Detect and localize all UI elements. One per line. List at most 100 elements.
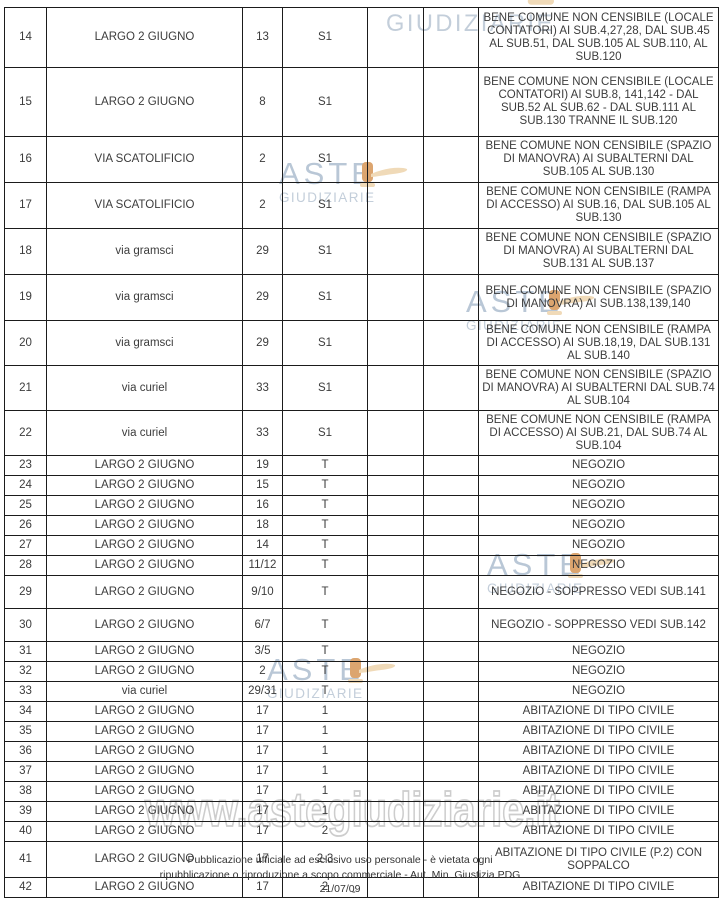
cell-row-number: 23 <box>4 455 47 476</box>
cell-street: LARGO 2 GIUGNO <box>46 701 243 722</box>
cell-row-number: 26 <box>4 515 47 536</box>
cell-empty-1 <box>367 320 424 366</box>
cell-empty-1 <box>367 608 424 642</box>
cell-empty-1 <box>367 535 424 556</box>
cell-description: NEGOZIO <box>478 455 719 476</box>
cell-empty-1 <box>367 721 424 742</box>
cell-description: BENE COMUNE NON CENSIBILE (LOCALE CONTAT… <box>478 67 719 137</box>
cell-floor: 1 <box>282 761 368 782</box>
cell-civic-number: 16 <box>242 495 283 516</box>
table-row: 14 LARGO 2 GIUGNO 13 S1 BENE COMUNE NON … <box>4 7 719 68</box>
table-row: 40 LARGO 2 GIUGNO 17 2 ABITAZIONE DI TIP… <box>4 821 719 842</box>
table-row: 22 via curiel 33 S1 BENE COMUNE NON CENS… <box>4 410 719 456</box>
cell-empty-2 <box>423 877 479 898</box>
cell-civic-number: 33 <box>242 410 283 456</box>
cell-empty-1 <box>367 701 424 722</box>
cell-street: LARGO 2 GIUGNO <box>46 841 243 878</box>
cell-empty-1 <box>367 575 424 609</box>
cell-civic-number: 11/12 <box>242 555 283 576</box>
cell-empty-2 <box>423 555 479 576</box>
cell-row-number: 37 <box>4 761 47 782</box>
cell-row-number: 39 <box>4 801 47 822</box>
cell-street: LARGO 2 GIUGNO <box>46 781 243 802</box>
cell-street: LARGO 2 GIUGNO <box>46 555 243 576</box>
cell-street: LARGO 2 GIUGNO <box>46 455 243 476</box>
cell-empty-2 <box>423 608 479 642</box>
cell-row-number: 36 <box>4 741 47 762</box>
cadastral-units-table: 14 LARGO 2 GIUGNO 13 S1 BENE COMUNE NON … <box>4 7 719 898</box>
cell-description: NEGOZIO <box>478 475 719 496</box>
cell-street: LARGO 2 GIUGNO <box>46 495 243 516</box>
cell-row-number: 27 <box>4 535 47 556</box>
cell-civic-number: 17 <box>242 701 283 722</box>
table-row: 23 LARGO 2 GIUGNO 19 T NEGOZIO <box>4 455 719 476</box>
cell-empty-2 <box>423 182 479 229</box>
logo-text-aste: ASTE <box>386 0 556 8</box>
table-row: 25 LARGO 2 GIUGNO 16 T NEGOZIO <box>4 495 719 516</box>
cell-street: VIA SCATOLIFICIO <box>46 182 243 229</box>
cell-street: LARGO 2 GIUGNO <box>46 641 243 662</box>
table-row: 17 VIA SCATOLIFICIO 2 S1 BENE COMUNE NON… <box>4 182 719 229</box>
cell-street: via gramsci <box>46 274 243 321</box>
table-row: 30 LARGO 2 GIUGNO 6/7 T NEGOZIO - SOPPRE… <box>4 608 719 642</box>
cell-empty-2 <box>423 721 479 742</box>
cell-floor: 2 <box>282 877 368 898</box>
cell-row-number: 32 <box>4 661 47 682</box>
cell-description: ABITAZIONE DI TIPO CIVILE (P.2) CON SOPP… <box>478 841 719 878</box>
cell-civic-number: 8 <box>242 67 283 137</box>
cell-row-number: 25 <box>4 495 47 516</box>
table-row: 18 via gramsci 29 S1 BENE COMUNE NON CEN… <box>4 228 719 275</box>
table-row: 21 via curiel 33 S1 BENE COMUNE NON CENS… <box>4 365 719 411</box>
cell-description: ABITAZIONE DI TIPO CIVILE <box>478 821 719 842</box>
cell-street: LARGO 2 GIUGNO <box>46 741 243 762</box>
cell-floor: S1 <box>282 136 368 183</box>
cell-floor: 1 <box>282 781 368 802</box>
cell-street: LARGO 2 GIUGNO <box>46 801 243 822</box>
cell-floor: T <box>282 495 368 516</box>
cell-empty-1 <box>367 228 424 275</box>
cell-empty-1 <box>367 877 424 898</box>
cell-description: NEGOZIO <box>478 495 719 516</box>
table-row: 39 LARGO 2 GIUGNO 17 1 ABITAZIONE DI TIP… <box>4 801 719 822</box>
cell-street: via gramsci <box>46 228 243 275</box>
cell-civic-number: 17 <box>242 821 283 842</box>
cell-civic-number: 19 <box>242 455 283 476</box>
cell-row-number: 28 <box>4 555 47 576</box>
table-row: 15 LARGO 2 GIUGNO 8 S1 BENE COMUNE NON C… <box>4 67 719 137</box>
cell-description: NEGOZIO <box>478 535 719 556</box>
cell-empty-2 <box>423 410 479 456</box>
cell-empty-1 <box>367 661 424 682</box>
cell-floor: 1 <box>282 701 368 722</box>
cell-empty-1 <box>367 67 424 137</box>
cell-empty-2 <box>423 761 479 782</box>
cell-civic-number: 29 <box>242 320 283 366</box>
cell-description: NEGOZIO <box>478 641 719 662</box>
cell-floor: T <box>282 608 368 642</box>
cell-street: LARGO 2 GIUGNO <box>46 575 243 609</box>
cell-row-number: 14 <box>4 7 47 68</box>
cell-empty-2 <box>423 136 479 183</box>
table-row: 42 LARGO 2 GIUGNO 17 2 ABITAZIONE DI TIP… <box>4 877 719 898</box>
cell-row-number: 19 <box>4 274 47 321</box>
cell-street: LARGO 2 GIUGNO <box>46 608 243 642</box>
cell-floor: 1 <box>282 721 368 742</box>
cell-floor: S1 <box>282 274 368 321</box>
cell-civic-number: 17 <box>242 877 283 898</box>
cell-floor: T <box>282 455 368 476</box>
cell-civic-number: 17 <box>242 781 283 802</box>
cell-civic-number: 33 <box>242 365 283 411</box>
cell-floor: S1 <box>282 67 368 137</box>
cell-empty-1 <box>367 781 424 802</box>
cell-floor: S1 <box>282 365 368 411</box>
cell-civic-number: 6/7 <box>242 608 283 642</box>
cell-civic-number: 17 <box>242 761 283 782</box>
cell-row-number: 24 <box>4 475 47 496</box>
cell-row-number: 42 <box>4 877 47 898</box>
cell-description: BENE COMUNE NON CENSIBILE (RAMPA DI ACCE… <box>478 410 719 456</box>
cell-street: VIA SCATOLIFICIO <box>46 136 243 183</box>
cell-empty-2 <box>423 681 479 702</box>
cell-description: NEGOZIO - SOPPRESSO VEDI SUB.141 <box>478 575 719 609</box>
cell-floor: T <box>282 575 368 609</box>
table-row: 33 via curiel 29/31 T NEGOZIO <box>4 681 719 702</box>
cell-street: LARGO 2 GIUGNO <box>46 721 243 742</box>
